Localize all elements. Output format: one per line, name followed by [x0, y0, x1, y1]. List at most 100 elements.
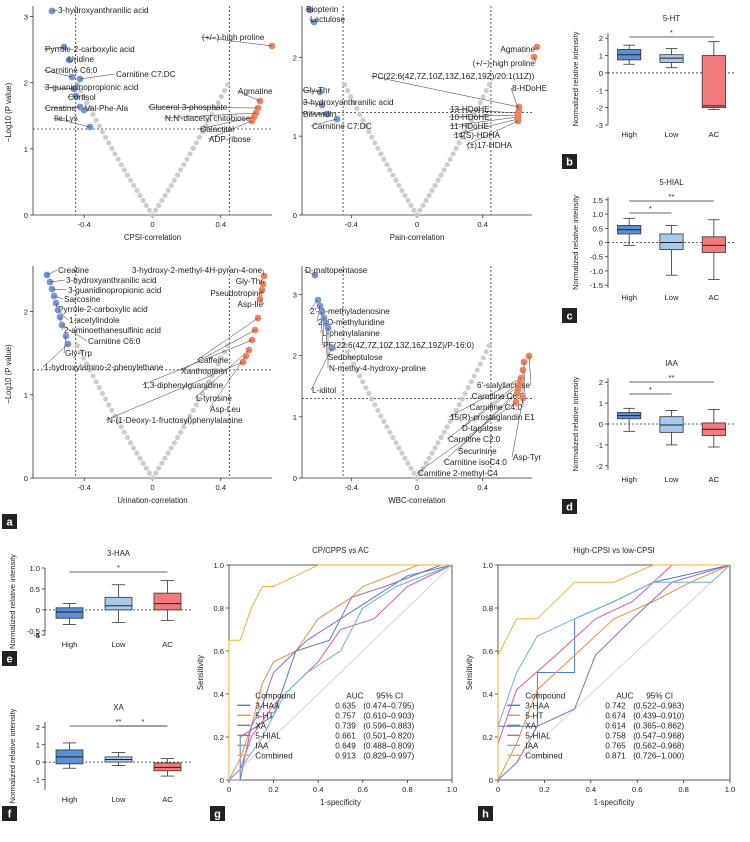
point-label: Carnitine C7:DC [312, 122, 372, 131]
scatter-point [471, 373, 477, 379]
scatter-point [480, 355, 486, 361]
point-label: Agmatine [500, 45, 535, 54]
scatter-point [459, 134, 465, 140]
point-label: 3-guanidinopropionic acid [45, 83, 139, 92]
scatter-point [221, 88, 228, 94]
x-axis-title: CPSI-correlation [124, 233, 181, 242]
point-label: Ile-Lys [54, 114, 78, 123]
scatter-point [363, 123, 369, 129]
point-label: (±)17-HDHA [467, 141, 513, 150]
point-label: Carnitine C7:DC [116, 70, 176, 79]
scatter-point [444, 424, 450, 430]
scatter-point [96, 123, 102, 129]
y-tick-label: 1 [599, 52, 603, 61]
leader-line [528, 355, 532, 386]
scatter-point [375, 145, 381, 151]
scatter-point [93, 379, 99, 385]
y-tick-label: 2 [293, 352, 297, 361]
scatter-point [423, 197, 429, 204]
x-tick-label: 0 [415, 220, 419, 229]
scatter-point [149, 475, 156, 481]
scatter-point [393, 440, 399, 446]
point-label: 3-hydroxyanthranilic acid [303, 98, 394, 107]
roc-curve [497, 564, 730, 780]
legend-ci: (0.829–0.997) [363, 751, 414, 760]
point-label: 1-hydroxylamino-2-phenylethane [44, 363, 164, 372]
legend-compound: 3-HAA [255, 701, 280, 710]
leader-line [66, 95, 77, 98]
scatter-point [477, 100, 483, 106]
point-label: 2'-O-methyluridine [318, 318, 385, 327]
scatter-point [474, 367, 480, 373]
scatter-point [441, 167, 447, 173]
panel-letter-c: c [566, 311, 572, 323]
y-tick-label: 1.5 [592, 196, 603, 205]
legend-header: 95% CI [376, 691, 403, 700]
leader-line [465, 120, 519, 146]
scatter-point [459, 396, 465, 402]
scatter-point [124, 172, 131, 178]
leader-line [61, 324, 88, 342]
y-axis-title: Normalized relative intensity [8, 708, 17, 803]
x-tick-label: Low [665, 475, 679, 484]
point-label: Galactitol [200, 125, 234, 134]
scatter-point [402, 192, 408, 199]
scatter-point [134, 187, 140, 194]
point-label: L-phenylalanine [322, 329, 380, 338]
scatter-point [153, 207, 159, 213]
legend-ci: (0.596–0.883) [363, 721, 414, 730]
point-label: 3-hydroxy-2-methyl-4H-pyran-4-one [132, 266, 263, 275]
scatter-point [423, 460, 429, 466]
leader-line [200, 36, 273, 47]
legend-compound: 5-HIAL [255, 731, 281, 740]
y-tick-label: 0.4 [482, 690, 493, 699]
scatter-point [390, 172, 396, 178]
point-label: Pyrrole-2-carboxylic acid [58, 305, 148, 314]
point-label: Agmatine [238, 87, 273, 96]
leader-line [57, 309, 69, 321]
scatter-point [360, 117, 366, 123]
x-tick-label: 0 [415, 483, 419, 492]
significance-mark: * [670, 28, 673, 37]
scatter-point [477, 361, 483, 367]
x-tick-label: -0.4 [345, 483, 358, 492]
box [55, 607, 84, 619]
scatter-point [447, 418, 453, 425]
point-label: N-methy-4-hydroxy-proline [329, 364, 426, 373]
legend-ci: (0.488–0.809) [363, 741, 414, 750]
y-tick-label: 0.2 [213, 733, 224, 742]
leader-line [194, 349, 250, 399]
scatter-point [174, 172, 181, 178]
point-label: Uridine [68, 55, 94, 64]
scatter-point [140, 460, 146, 466]
legend-auc: 0.635 [335, 701, 356, 710]
x-axis-title: 1-specificity [594, 798, 635, 807]
legend-ci: (0.474–0.795) [363, 701, 414, 710]
x-tick-label: 0 [227, 785, 231, 794]
leader-line [304, 8, 311, 11]
roc-curve [228, 564, 452, 780]
scatter-point [387, 429, 393, 435]
panel-letter-h: h [482, 809, 489, 821]
leader-line [310, 347, 333, 391]
y-tick-label: 1 [24, 145, 28, 154]
x-tick-label: Low [665, 130, 679, 139]
x-tick-label: -0.4 [78, 483, 91, 492]
scatter-point [399, 450, 405, 456]
scatter-point [81, 355, 87, 361]
scatter-point [417, 207, 423, 213]
scatter-point [112, 151, 118, 157]
scatter-point [438, 434, 444, 441]
legend-ci: (0.547–0.968) [633, 731, 684, 740]
y-tick-label: 0 [36, 758, 40, 767]
scatter-point [468, 379, 474, 385]
x-tick-label: 0.6 [358, 785, 369, 794]
scatter-point [190, 145, 196, 151]
x-tick-label: 0 [150, 483, 154, 492]
roc-curve [229, 564, 452, 781]
y-tick-label: 0.6 [213, 647, 224, 656]
point-label: D-maltopentaose [305, 266, 368, 275]
scatter-point [81, 94, 87, 100]
leader-line [43, 106, 81, 109]
x-axis-title: 1-specificity [320, 798, 361, 807]
